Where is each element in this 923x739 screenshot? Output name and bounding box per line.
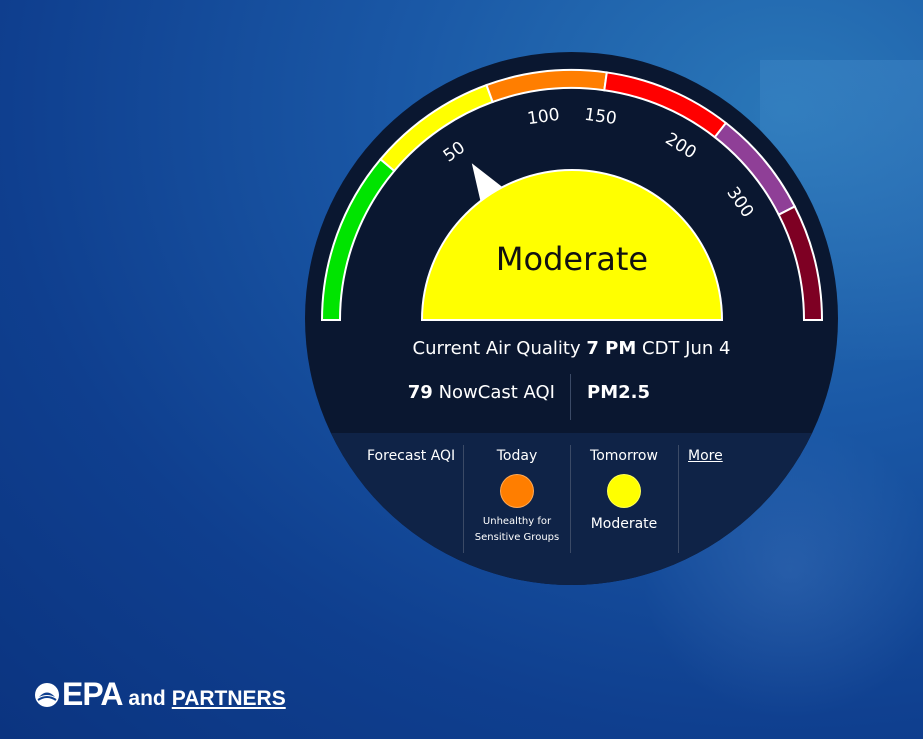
aqi-dial: 50 100 150 200 300 Moderate Current Air Qual… xyxy=(305,52,838,585)
nowcast-value: 79 xyxy=(407,382,433,403)
more-link[interactable]: More xyxy=(688,448,723,464)
aqi-gauge: 50 100 150 200 300 Moderate xyxy=(320,69,824,321)
forecast-color-dot-icon xyxy=(607,474,641,508)
gauge-band xyxy=(777,205,824,321)
footer-logo: EPA and PARTNERS xyxy=(34,676,286,713)
forecast-category: Unhealthy for Sensitive Groups xyxy=(474,516,560,543)
divider xyxy=(570,374,571,420)
gauge-band xyxy=(320,157,396,321)
forecast-day-label: Today xyxy=(496,448,538,464)
forecast-title: Forecast AQI xyxy=(367,448,456,464)
forecast-today: Today Unhealthy for Sensitive Groups xyxy=(464,448,570,546)
divider xyxy=(570,445,571,553)
gauge-band xyxy=(485,69,608,104)
forecast-color-dot-icon xyxy=(500,474,534,508)
gauge-tick-label: 50 xyxy=(440,138,469,167)
divider xyxy=(463,445,464,553)
gauge-tick-label: 200 xyxy=(662,129,700,163)
nowcast-label: NowCast AQI xyxy=(438,382,555,403)
forecast-panel xyxy=(305,433,838,585)
divider xyxy=(678,445,679,553)
gauge-tick-label: 300 xyxy=(722,183,757,221)
gauge-category-label: Moderate xyxy=(496,240,648,278)
gauge-band xyxy=(603,71,728,139)
epa-brand: EPA xyxy=(62,676,123,712)
nowcast-row: 79 NowCast AQI PM2.5 xyxy=(305,374,838,422)
gauge-tick-label: 100 xyxy=(526,105,561,129)
pollutant-label: PM2.5 xyxy=(587,382,650,403)
nowcast-aqi: 79 NowCast AQI xyxy=(408,382,555,403)
current-air-quality: Current Air Quality 7 PM CDT Jun 4 xyxy=(305,338,838,359)
current-prefix: Current Air Quality xyxy=(412,338,581,359)
gauge-band xyxy=(379,83,494,173)
epa-flower-icon xyxy=(35,682,59,707)
current-time: 7 PM xyxy=(586,338,637,359)
forecast-tomorrow: Tomorrow Moderate xyxy=(571,448,677,532)
forecast-day-label: Tomorrow xyxy=(590,448,658,464)
partners-link[interactable]: PARTNERS xyxy=(171,687,286,710)
gauge-tick-label: 150 xyxy=(583,105,618,129)
forecast-category: Moderate xyxy=(590,516,658,532)
current-suffix: CDT Jun 4 xyxy=(642,338,731,359)
footer-and: and xyxy=(128,687,166,710)
gauge-center xyxy=(420,169,724,321)
